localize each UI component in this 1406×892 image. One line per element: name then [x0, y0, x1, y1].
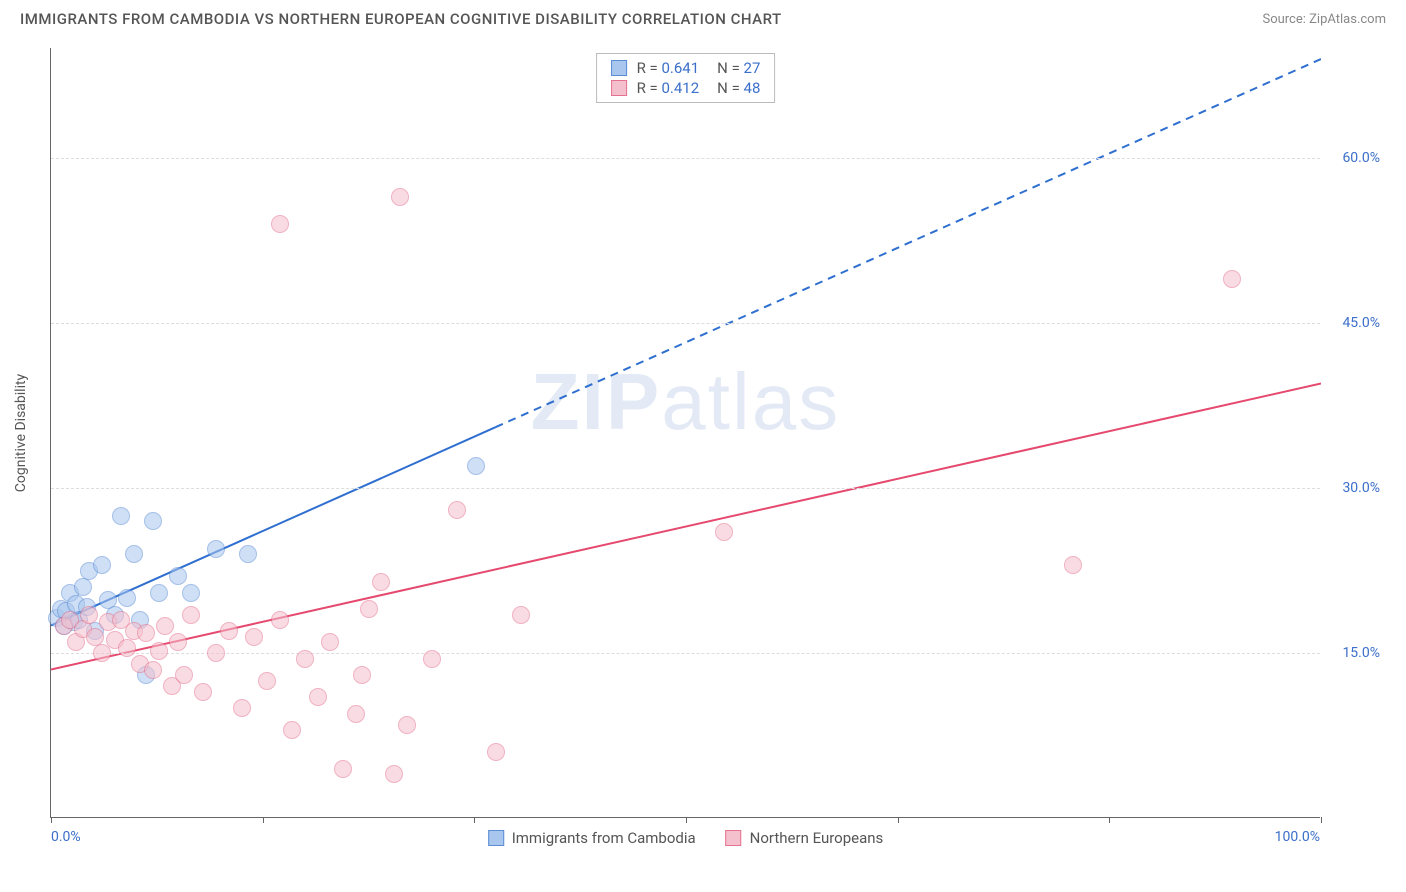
legend-stat-row: R = 0.641 N = 27 — [611, 58, 761, 78]
legend-label: Immigrants from Cambodia — [512, 829, 696, 847]
r-label: R = 0.641 — [637, 59, 700, 77]
scatter-point — [385, 765, 403, 783]
x-tick — [263, 817, 264, 823]
scatter-point — [487, 743, 505, 761]
scatter-point — [245, 628, 263, 646]
scatter-point — [125, 545, 143, 563]
scatter-point — [398, 716, 416, 734]
scatter-point — [423, 650, 441, 668]
y-tick-label: 30.0% — [1342, 480, 1380, 496]
scatter-point — [93, 556, 111, 574]
legend-swatch — [611, 80, 627, 96]
gridline — [51, 158, 1320, 159]
scatter-point — [112, 507, 130, 525]
x-tick — [474, 817, 475, 823]
scatter-point — [118, 589, 136, 607]
x-tick — [1321, 817, 1322, 823]
scatter-point — [1223, 270, 1241, 288]
y-tick-label: 45.0% — [1342, 315, 1380, 331]
scatter-point — [74, 578, 92, 596]
scatter-point — [182, 606, 200, 624]
source-attribution: Source: ZipAtlas.com — [1262, 12, 1386, 27]
chart-header: IMMIGRANTS FROM CAMBODIA VS NORTHERN EUR… — [0, 0, 1406, 36]
scatter-point — [207, 644, 225, 662]
legend-swatch — [611, 60, 627, 76]
gridline — [51, 323, 1320, 324]
scatter-point — [175, 666, 193, 684]
x-axis-max-label: 100.0% — [1275, 829, 1320, 845]
x-axis-min-label: 0.0% — [51, 829, 81, 845]
scatter-point — [86, 628, 104, 646]
gridline — [51, 488, 1320, 489]
scatter-point — [144, 661, 162, 679]
scatter-point — [448, 501, 466, 519]
scatter-plot: Cognitive Disability ZIPatlas R = 0.641N… — [50, 48, 1320, 818]
scatter-point — [309, 688, 327, 706]
chart-area: Cognitive Disability ZIPatlas R = 0.641N… — [50, 48, 1386, 828]
chart-title: IMMIGRANTS FROM CAMBODIA VS NORTHERN EUR… — [20, 10, 782, 28]
scatter-point — [207, 540, 225, 558]
legend-swatch — [488, 830, 504, 846]
scatter-point — [283, 721, 301, 739]
legend-stats: R = 0.641 N = 27 R = 0.412 N = 48 — [596, 53, 776, 103]
x-tick — [898, 817, 899, 823]
scatter-point — [391, 188, 409, 206]
x-tick — [686, 817, 687, 823]
scatter-point — [233, 699, 251, 717]
x-tick — [1109, 817, 1110, 823]
scatter-point — [239, 545, 257, 563]
legend-series: Immigrants from Cambodia Northern Europea… — [488, 829, 884, 847]
watermark: ZIPatlas — [531, 356, 840, 448]
scatter-point — [156, 617, 174, 635]
scatter-point — [258, 672, 276, 690]
scatter-point — [321, 633, 339, 651]
n-label: N = 27 — [717, 59, 760, 77]
legend-swatch — [726, 830, 742, 846]
scatter-point — [118, 639, 136, 657]
scatter-point — [144, 512, 162, 530]
scatter-point — [137, 624, 155, 642]
r-label: R = 0.412 — [637, 79, 700, 97]
x-tick — [51, 817, 52, 823]
scatter-point — [1064, 556, 1082, 574]
legend-stat-row: R = 0.412 N = 48 — [611, 78, 761, 98]
scatter-point — [467, 457, 485, 475]
scatter-point — [334, 760, 352, 778]
scatter-point — [271, 611, 289, 629]
scatter-point — [182, 584, 200, 602]
scatter-point — [271, 215, 289, 233]
legend-label: Northern Europeans — [750, 829, 884, 847]
y-tick-label: 15.0% — [1342, 645, 1380, 661]
legend-series-item: Immigrants from Cambodia — [488, 829, 696, 847]
n-label: N = 48 — [717, 79, 760, 97]
scatter-point — [353, 666, 371, 684]
scatter-point — [169, 567, 187, 585]
scatter-point — [372, 573, 390, 591]
scatter-point — [715, 523, 733, 541]
gridline — [51, 653, 1320, 654]
scatter-point — [347, 705, 365, 723]
scatter-point — [80, 606, 98, 624]
scatter-point — [169, 633, 187, 651]
scatter-point — [296, 650, 314, 668]
scatter-point — [150, 584, 168, 602]
scatter-point — [360, 600, 378, 618]
y-axis-title: Cognitive Disability — [13, 373, 29, 491]
legend-series-item: Northern Europeans — [726, 829, 884, 847]
scatter-point — [220, 622, 238, 640]
y-tick-label: 60.0% — [1342, 150, 1380, 166]
scatter-point — [512, 606, 530, 624]
scatter-point — [194, 683, 212, 701]
scatter-point — [150, 642, 168, 660]
